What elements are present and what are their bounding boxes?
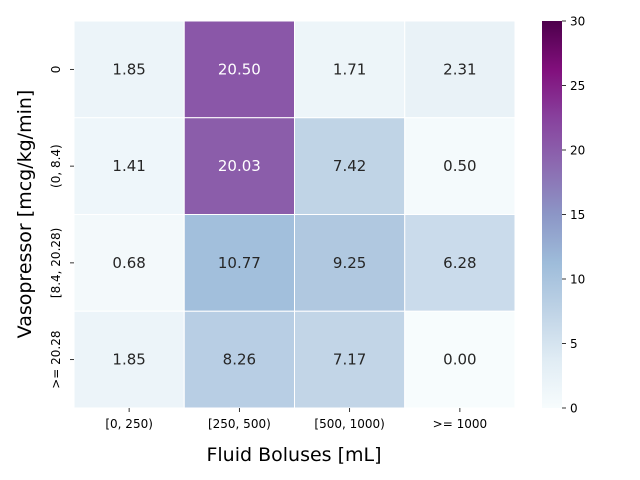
cell-value-label: 20.03 [218, 157, 261, 175]
y-tick-label: 0 [49, 66, 63, 74]
colorbar-tick-label: 0 [570, 402, 578, 416]
cell-value-label: 1.85 [112, 351, 145, 369]
heatmap-cell [404, 117, 516, 215]
y-axis-ticks: 0 (0, 8.4) [8.4, 20.28) >= 20.28 [49, 66, 74, 389]
heatmap-cell [404, 20, 516, 119]
cell-value-label: 20.50 [218, 60, 261, 78]
heatmap-cell [183, 214, 295, 312]
colorbar-tick-label: 10 [570, 273, 585, 287]
cell-value-label: 8.26 [223, 351, 256, 369]
cell-value-label: 0.50 [443, 157, 476, 175]
x-axis-title: Fluid Boluses [mL] [206, 444, 381, 466]
cell-value-label: 0.68 [112, 254, 145, 272]
heatmap-cell [294, 20, 406, 119]
colorbar-tick-label: 20 [570, 144, 585, 158]
cell-value-label: 7.17 [333, 351, 366, 369]
heatmap-cell [404, 310, 516, 409]
y-axis-title: Vasopressor [mcg/kg/min] [14, 90, 36, 339]
heatmap-cell [183, 117, 295, 215]
heatmap-cell [183, 310, 295, 409]
colorbar-tick-label: 25 [570, 79, 585, 93]
colorbar-tick-label: 5 [570, 337, 578, 351]
cell-value-label: 1.85 [112, 60, 145, 78]
cell-value-label: 6.28 [443, 254, 476, 272]
cell-value-label: 1.41 [112, 157, 145, 175]
heatmap-cell [73, 117, 185, 215]
heatmap-cell [73, 310, 185, 409]
heatmap-cell [294, 310, 406, 409]
colorbar-tick-label: 15 [570, 208, 585, 222]
cell-value-label: 1.71 [333, 60, 366, 78]
x-tick-label: >= 1000 [433, 417, 487, 431]
cell-value-label: 2.31 [443, 60, 476, 78]
heatmap-cell [404, 214, 516, 312]
x-tick-label: [250, 500) [208, 417, 271, 431]
cell-value-labels: 1.85 20.50 1.71 2.31 1.41 20.03 7.42 0.50 0.68 10… [112, 60, 476, 368]
y-tick-label: >= 20.28 [49, 330, 63, 388]
x-tick-label: [500, 1000) [314, 417, 384, 431]
colorbar [542, 21, 562, 408]
cell-value-label: 0.00 [443, 351, 476, 369]
x-tick-label: [0, 250) [105, 417, 153, 431]
cell-value-label: 10.77 [218, 254, 261, 272]
heatmap-cells [73, 20, 516, 409]
y-tick-label: [8.4, 20.28) [49, 228, 63, 298]
y-tick-label: (0, 8.4) [49, 144, 63, 188]
colorbar-ticks: 0 5 10 15 20 25 30 [562, 15, 585, 416]
x-axis-ticks: [0, 250) [250, 500) [500, 1000) >= 1000 [105, 408, 487, 431]
heatmap-cell [73, 20, 185, 119]
cell-value-label: 7.42 [333, 157, 366, 175]
heatmap-cell [183, 20, 295, 119]
cell-value-label: 9.25 [333, 254, 366, 272]
colorbar-tick-label: 30 [570, 15, 585, 29]
